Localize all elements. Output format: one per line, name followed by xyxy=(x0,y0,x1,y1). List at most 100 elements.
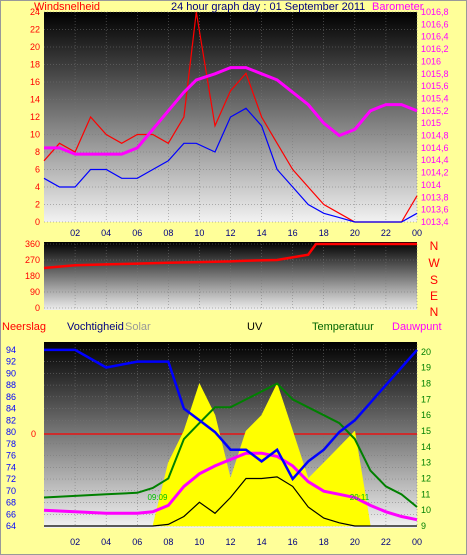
barometer-y-tick: 1013,4 xyxy=(421,217,449,227)
direction-y-tick: 0 xyxy=(35,303,40,313)
barometer-y-tick: 1015 xyxy=(421,118,441,128)
humidity-y-tick: 72 xyxy=(6,474,16,484)
wind-y-tick: 22 xyxy=(30,25,40,35)
humidity-y-tick: 94 xyxy=(6,345,16,355)
wind-x-tick: 14 xyxy=(257,228,267,238)
temperature-y-tick: 15 xyxy=(421,426,431,436)
barometer-y-tick: 1016,8 xyxy=(421,7,449,17)
climate-x-tick: 00 xyxy=(412,537,422,547)
wind-average-line xyxy=(43,107,418,223)
wind-y-tick: 12 xyxy=(30,112,40,122)
wind-y-tick: 2 xyxy=(35,200,40,210)
humidity-y-tick: 86 xyxy=(6,392,16,402)
humidity-y-tick: 66 xyxy=(6,509,16,519)
barometer-y-tick: 1015,6 xyxy=(421,81,449,91)
wind-y-tick: 18 xyxy=(30,60,40,70)
barometer-y-tick: 1015,8 xyxy=(421,69,449,79)
barometer-y-tick: 1014,2 xyxy=(421,168,449,178)
barometer-y-tick: 1014,4 xyxy=(421,155,449,165)
compass-label-e: E xyxy=(430,289,438,303)
wind-y-tick: 10 xyxy=(30,130,40,140)
humidity-y-tick: 78 xyxy=(6,439,16,449)
wind-axis-label: Windsnelheid xyxy=(34,1,100,13)
humidity-line xyxy=(44,348,418,482)
wind-x-tick: 02 xyxy=(70,228,80,238)
wind-x-tick: 22 xyxy=(381,228,391,238)
temperature-y-tick: 16 xyxy=(421,410,431,420)
compass-labels: N W S E N xyxy=(428,239,440,319)
wind-x-tick: 12 xyxy=(225,228,235,238)
legend-neerslag: Neerslag xyxy=(2,321,46,333)
wind-series-layer xyxy=(43,11,418,223)
wind-y-tick: 0 xyxy=(35,217,40,227)
wind-x-tick: 08 xyxy=(163,228,173,238)
wind-y-tick: 14 xyxy=(30,95,40,105)
barometer-y-tick: 1016 xyxy=(421,56,441,66)
legend-temperatuur: Temperatuur xyxy=(312,321,374,333)
wind-x-tick-labels: 02 04 06 08 10 12 14 16 18 20 22 00 xyxy=(70,228,422,238)
wind-x-tick: 04 xyxy=(101,228,111,238)
wind-y-tick: 8 xyxy=(35,147,40,157)
humidity-y-tick: 92 xyxy=(6,357,16,367)
temperature-y-tick: 19 xyxy=(421,363,431,373)
direction-grid xyxy=(44,243,418,309)
wind-y-tick: 16 xyxy=(30,77,40,87)
compass-label-n-top: N xyxy=(430,239,439,253)
barometer-y-tick: 1016,2 xyxy=(421,44,449,54)
climate-x-tick: 14 xyxy=(257,537,267,547)
dewpoint-line xyxy=(43,451,418,522)
legend-uv: UV xyxy=(247,321,263,333)
barometer-y-tick-labels: 1013,4 1013,6 1013,8 1014 1014,2 1014,4 1014,6… xyxy=(421,7,449,227)
humidity-y-tick: 74 xyxy=(6,462,16,472)
climate-x-tick: 18 xyxy=(319,537,329,547)
climate-x-tick: 04 xyxy=(101,537,111,547)
barometer-y-tick: 1013,8 xyxy=(421,192,449,202)
direction-y-tick: 90 xyxy=(30,287,40,297)
barometer-y-tick: 1014,8 xyxy=(421,131,449,141)
humidity-y-tick: 90 xyxy=(6,368,16,378)
barometer-line xyxy=(44,66,418,156)
climate-x-tick: 20 xyxy=(350,537,360,547)
temperature-y-tick: 18 xyxy=(421,379,431,389)
wind-x-tick: 10 xyxy=(194,228,204,238)
temperature-y-tick: 10 xyxy=(421,505,431,515)
barometer-y-tick: 1014,6 xyxy=(421,143,449,153)
sunrise-annotation: 09:09 xyxy=(147,493,168,502)
humidity-y-tick: 68 xyxy=(6,498,16,508)
temperature-y-tick: 11 xyxy=(421,489,430,499)
temperature-line xyxy=(43,382,418,508)
wind-x-tick: 00 xyxy=(412,228,422,238)
compass-label-w: W xyxy=(428,256,440,270)
temperature-y-tick: 12 xyxy=(421,474,431,484)
direction-y-tick: 360 xyxy=(25,239,40,249)
barometer-y-tick: 1013,6 xyxy=(421,205,449,215)
direction-y-tick: 180 xyxy=(25,271,40,281)
barometer-y-tick: 1016,6 xyxy=(421,19,449,29)
wind-x-tick: 18 xyxy=(319,228,329,238)
climate-x-tick: 16 xyxy=(288,537,298,547)
direction-series-layer xyxy=(43,242,417,270)
wind-x-tick: 16 xyxy=(288,228,298,238)
barometer-y-tick: 1015,4 xyxy=(421,93,449,103)
rain-y-tick: 0 xyxy=(31,429,36,439)
wind-direction-line xyxy=(43,242,417,270)
humidity-y-tick: 64 xyxy=(6,521,16,531)
climate-x-tick: 02 xyxy=(70,537,80,547)
wind-y-tick: 24 xyxy=(30,7,40,17)
barometer-y-tick: 1014 xyxy=(421,180,441,190)
wind-y-tick: 20 xyxy=(30,42,40,52)
temperature-y-tick: 17 xyxy=(421,394,431,404)
wind-y-tick: 4 xyxy=(35,182,40,192)
humidity-y-tick: 76 xyxy=(6,451,16,461)
temperature-y-tick: 9 xyxy=(421,521,426,531)
barometer-y-tick: 1015,2 xyxy=(421,106,449,116)
sunset-annotation: 20:11 xyxy=(350,493,370,502)
temperature-y-tick-labels: 9 10 11 12 13 14 15 16 17 18 19 20 xyxy=(421,347,431,531)
direction-y-tick-labels: 0 90 180 270 360 xyxy=(25,239,40,313)
climate-x-tick-labels: 02 04 06 08 10 12 14 16 18 20 22 00 xyxy=(70,537,422,547)
humidity-y-tick: 84 xyxy=(6,404,16,414)
climate-x-tick: 22 xyxy=(381,537,391,547)
